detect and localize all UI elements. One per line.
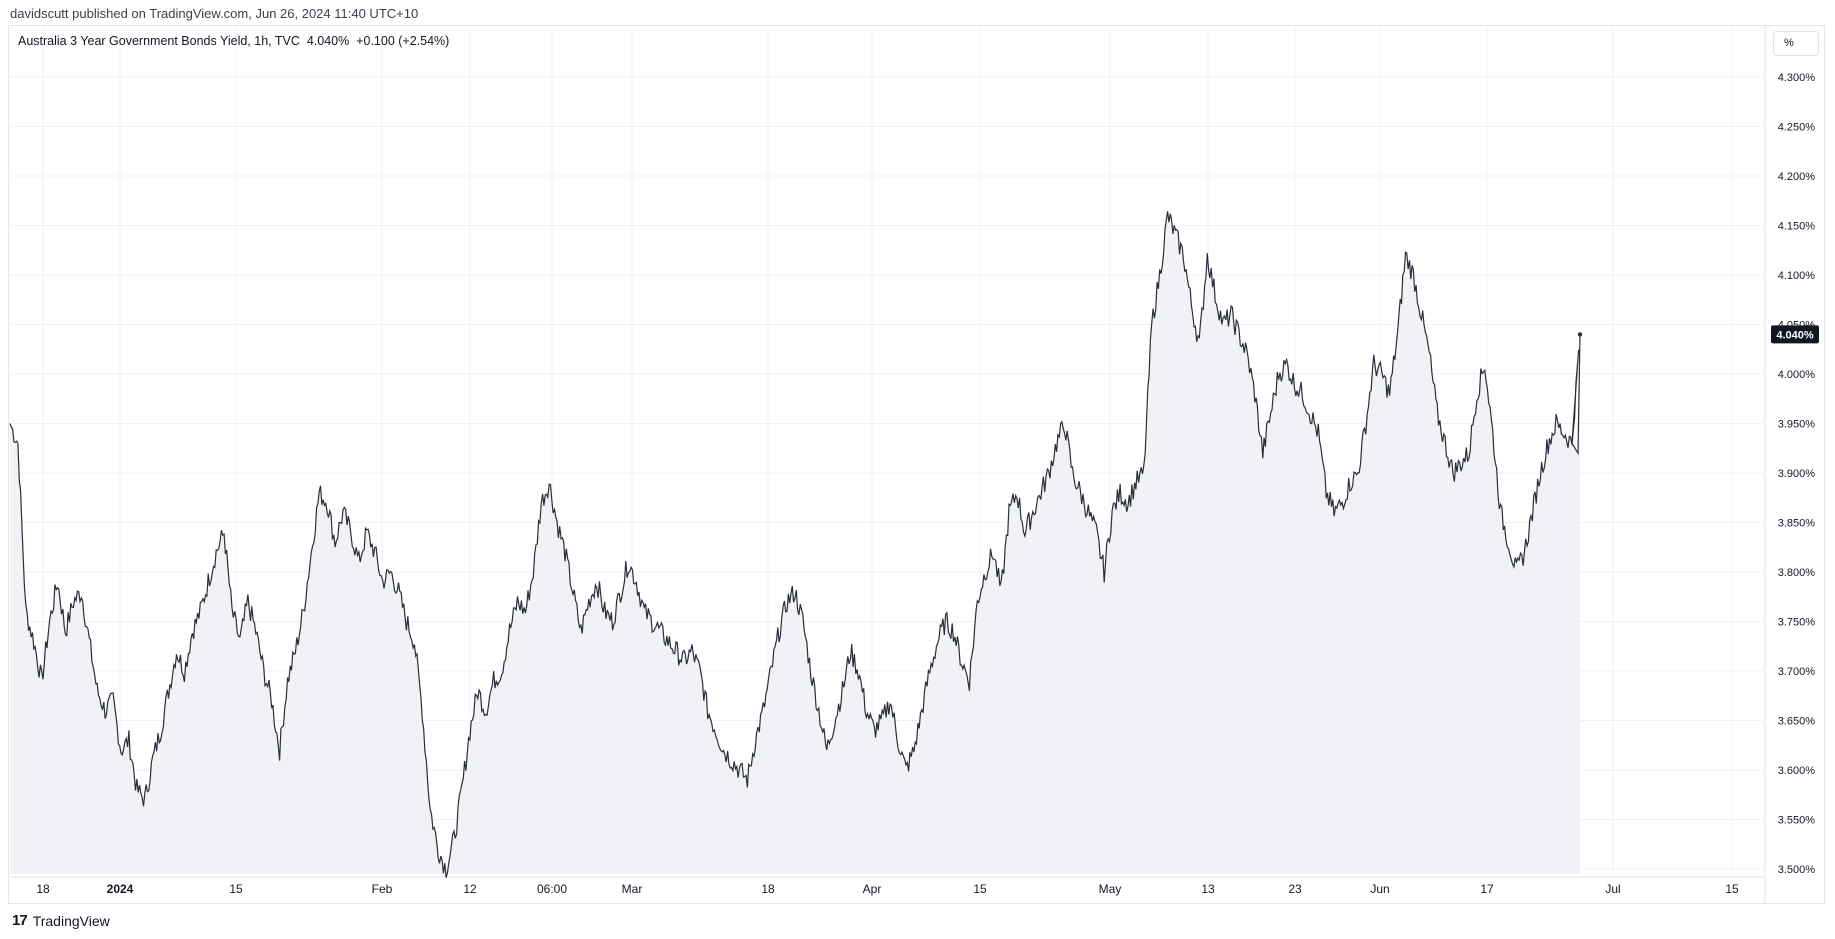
y-tick-label: 3.650% bbox=[1778, 716, 1816, 728]
x-tick-label: 13 bbox=[1201, 882, 1215, 896]
x-tick-label: 18 bbox=[36, 882, 50, 896]
y-tick-label: 3.900% bbox=[1778, 468, 1816, 480]
symbol-title: Australia 3 Year Government Bonds Yield,… bbox=[18, 34, 300, 48]
unit-toggle-button[interactable]: % bbox=[1773, 31, 1819, 56]
x-tick-label: Feb bbox=[372, 882, 393, 896]
x-tick-label: 17 bbox=[1480, 882, 1494, 896]
tradingview-logo[interactable]: 17 TradingView bbox=[12, 912, 110, 929]
x-tick-label: 12 bbox=[463, 882, 477, 896]
y-tick-label: 3.950% bbox=[1778, 419, 1816, 431]
x-tick-label: Jun bbox=[1370, 882, 1389, 896]
y-tick-label: 3.550% bbox=[1778, 815, 1816, 827]
y-tick-label: 3.800% bbox=[1778, 567, 1816, 579]
published-header: davidscutt published on TradingView.com,… bbox=[10, 6, 419, 21]
last-value-label: 4.040% bbox=[1776, 329, 1814, 341]
chart-frame bbox=[8, 25, 1825, 904]
last-point-marker bbox=[1577, 332, 1583, 337]
x-tick-label: 15 bbox=[229, 882, 243, 896]
symbol-legend: Australia 3 Year Government Bonds Yield,… bbox=[18, 34, 449, 48]
y-tick-label: 3.500% bbox=[1778, 864, 1816, 876]
y-tick-label: 4.000% bbox=[1778, 369, 1816, 381]
y-tick-label: 4.150% bbox=[1778, 221, 1816, 233]
x-tick-label: 15 bbox=[1725, 882, 1739, 896]
x-tick-label: 23 bbox=[1288, 882, 1302, 896]
series-line bbox=[9, 211, 1581, 878]
y-tick-label: 4.100% bbox=[1778, 270, 1816, 282]
legend-change: +0.100 (+2.54%) bbox=[356, 34, 450, 48]
x-tick-label: 18 bbox=[761, 882, 775, 896]
x-tick-label: May bbox=[1099, 882, 1122, 896]
last-value-badge bbox=[1771, 325, 1819, 344]
y-tick-label: 3.600% bbox=[1778, 765, 1816, 777]
y-tick-label: 3.700% bbox=[1778, 666, 1816, 678]
tradingview-logo-text: TradingView bbox=[32, 912, 110, 929]
x-tick-label: Mar bbox=[622, 882, 643, 896]
x-tick-label: 06:00 bbox=[537, 882, 567, 896]
y-tick-label: 4.250% bbox=[1778, 122, 1816, 134]
y-tick-label: 4.200% bbox=[1778, 171, 1816, 183]
y-tick-label: 3.850% bbox=[1778, 518, 1816, 530]
x-tick-label: Apr bbox=[863, 882, 882, 896]
x-tick-label: Jul bbox=[1605, 882, 1620, 896]
y-tick-label: 3.750% bbox=[1778, 617, 1816, 629]
series-area bbox=[10, 211, 1580, 878]
tradingview-logo-icon: 17 bbox=[12, 912, 28, 929]
x-tick-label: 15 bbox=[973, 882, 987, 896]
y-tick-label: 4.300% bbox=[1778, 72, 1816, 84]
legend-price: 4.040% bbox=[306, 34, 350, 48]
x-tick-label: 2024 bbox=[107, 882, 134, 896]
